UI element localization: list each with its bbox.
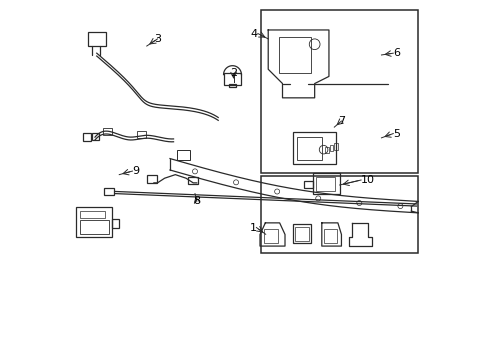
Bar xyxy=(304,181,313,188)
Bar xyxy=(293,132,336,164)
Bar xyxy=(264,229,278,243)
Bar xyxy=(261,10,418,173)
Bar xyxy=(334,143,338,150)
Bar xyxy=(297,137,322,160)
Bar xyxy=(88,32,106,46)
Text: 1: 1 xyxy=(249,222,256,233)
Bar xyxy=(295,227,309,241)
Text: 8: 8 xyxy=(193,197,200,206)
Bar xyxy=(325,147,329,153)
Text: 4: 4 xyxy=(251,28,258,39)
Bar xyxy=(80,211,105,217)
Bar xyxy=(313,173,340,194)
Bar xyxy=(83,133,91,141)
Bar xyxy=(223,73,242,85)
Bar xyxy=(103,128,112,135)
Bar xyxy=(323,229,337,243)
Text: 7: 7 xyxy=(338,116,345,126)
Bar xyxy=(316,177,335,192)
Bar xyxy=(261,176,418,253)
Bar xyxy=(293,224,311,243)
Bar xyxy=(137,131,146,138)
Bar xyxy=(104,188,114,195)
Text: 5: 5 xyxy=(393,129,400,139)
Bar xyxy=(112,219,119,228)
Bar xyxy=(229,84,236,87)
Text: 2: 2 xyxy=(230,68,237,78)
Bar xyxy=(147,175,157,183)
Bar xyxy=(76,207,112,237)
Text: 10: 10 xyxy=(361,175,375,185)
Bar xyxy=(188,177,198,184)
Text: 3: 3 xyxy=(154,34,161,44)
Bar xyxy=(279,37,311,73)
Text: 9: 9 xyxy=(132,166,140,176)
Text: 6: 6 xyxy=(393,48,400,58)
Bar xyxy=(330,145,333,152)
Bar xyxy=(93,133,99,140)
Bar xyxy=(80,220,109,234)
Bar xyxy=(177,150,190,160)
